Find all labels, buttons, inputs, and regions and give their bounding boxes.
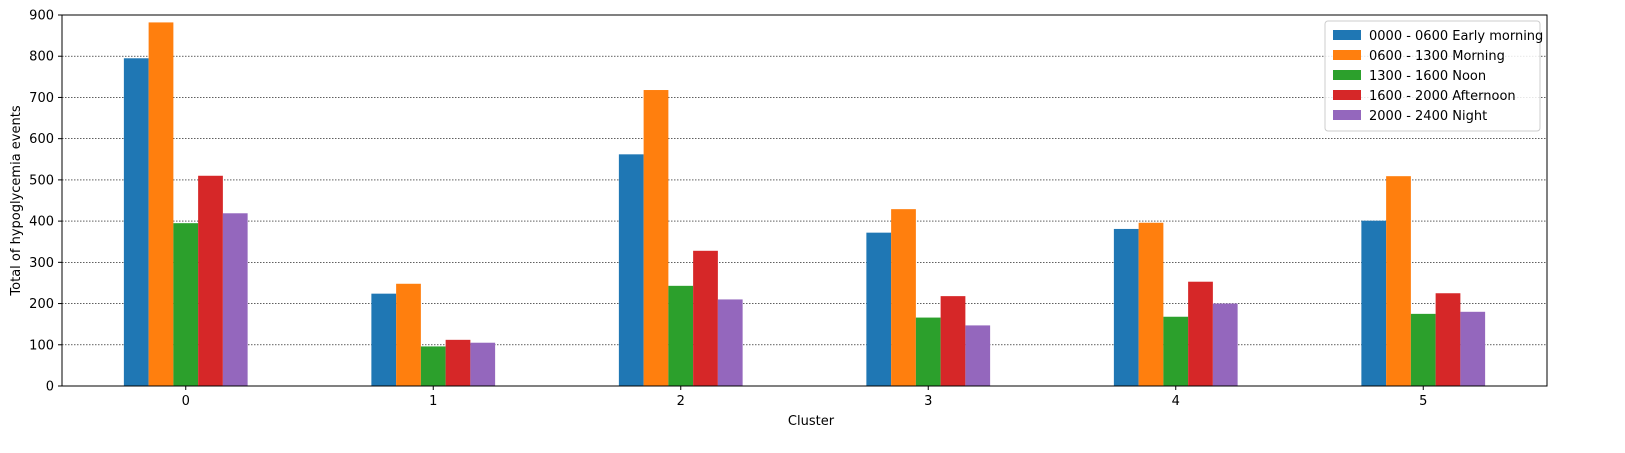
x-tick-label: 5 <box>1419 394 1427 409</box>
y-tick-label: 400 <box>29 215 54 230</box>
y-tick-label: 900 <box>29 9 54 24</box>
y-tick-label: 700 <box>29 91 54 106</box>
bar <box>420 346 446 386</box>
bar <box>693 250 718 386</box>
legend-box <box>1324 20 1541 132</box>
x-tick-label: 2 <box>677 394 685 409</box>
bar <box>371 293 397 386</box>
y-tick-label: 0 <box>46 380 54 395</box>
bar <box>717 299 743 386</box>
bar <box>470 342 496 386</box>
legend-label: 1300 - 1600 Noon <box>1369 69 1486 84</box>
bar <box>1212 303 1238 386</box>
x-axis: 0 1 2 3 4 5 <box>182 386 1427 409</box>
bar <box>915 317 941 386</box>
legend: 0000 - 0600 Early morning 0600 - 1300 Mor… <box>1324 20 1543 132</box>
bar <box>891 209 916 386</box>
y-axis: 0 100 200 300 400 500 600 700 800 900 <box>29 9 62 395</box>
legend-label: 2000 - 2400 Night <box>1369 109 1487 124</box>
bar <box>866 232 892 386</box>
bar <box>445 339 471 386</box>
x-tick-label: 4 <box>1172 394 1180 409</box>
bar <box>643 90 669 386</box>
legend-swatch <box>1333 110 1361 120</box>
bar <box>1188 281 1213 386</box>
legend-swatch <box>1333 70 1361 80</box>
plot-frame <box>61 14 1548 387</box>
legend-label: 1600 - 2000 Afternoon <box>1369 89 1516 104</box>
bar <box>148 22 174 386</box>
bar <box>173 223 199 386</box>
bar <box>1361 220 1387 386</box>
x-tick-label: 3 <box>924 394 932 409</box>
y-tick-label: 800 <box>29 50 54 65</box>
x-tick-label: 1 <box>429 394 437 409</box>
bar <box>1163 316 1189 386</box>
bar <box>1435 293 1461 386</box>
bar <box>618 154 644 386</box>
y-tick-label: 300 <box>29 256 54 271</box>
bar <box>198 175 223 386</box>
bar <box>1460 311 1486 386</box>
x-tick-label: 0 <box>182 394 190 409</box>
bar <box>1386 176 1411 386</box>
bar <box>1138 222 1164 386</box>
y-tick-label: 200 <box>29 297 54 312</box>
y-tick-label: 600 <box>29 132 54 147</box>
y-tick-label: 100 <box>29 338 54 353</box>
bar <box>668 285 694 386</box>
bars <box>123 22 1486 387</box>
bar <box>222 213 248 386</box>
x-axis-label: Cluster <box>788 414 835 429</box>
bar <box>1113 228 1139 386</box>
legend-swatch <box>1333 90 1361 100</box>
y-tick-label: 500 <box>29 173 54 188</box>
legend-swatch <box>1333 50 1361 60</box>
grid-lines <box>62 55 1547 346</box>
bar <box>965 325 991 386</box>
bar <box>940 296 966 386</box>
bar <box>123 58 149 387</box>
bar <box>396 283 421 386</box>
legend-label: 0600 - 1300 Morning <box>1369 49 1505 64</box>
bar <box>1410 313 1436 386</box>
legend-swatch <box>1333 30 1361 40</box>
y-axis-label: Total of hypoglycemia events <box>9 105 24 296</box>
legend-label: 0000 - 0600 Early morning <box>1369 29 1543 44</box>
